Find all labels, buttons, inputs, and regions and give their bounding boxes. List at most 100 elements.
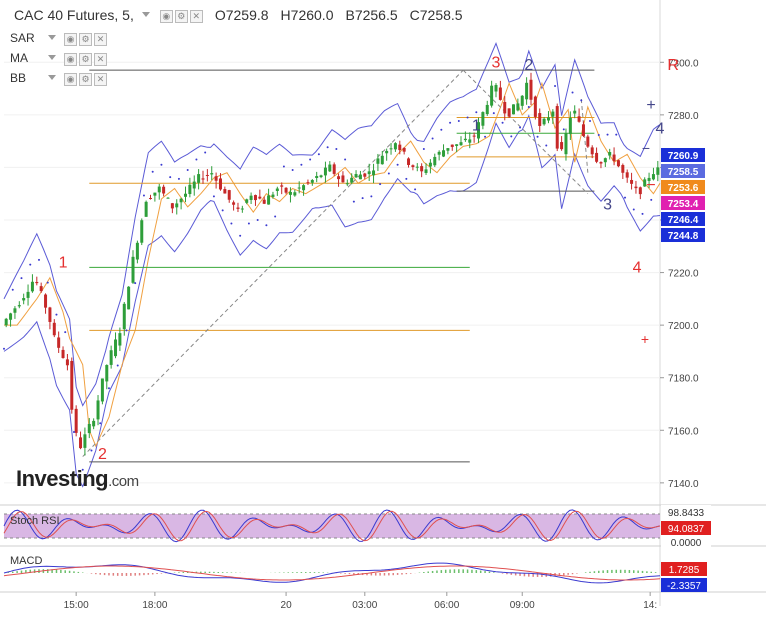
wave-label: 4 [633, 260, 642, 277]
price-label: -2.3357 [667, 581, 701, 592]
sar-dot [195, 158, 198, 161]
candle-body [551, 111, 555, 117]
candle-body [26, 291, 30, 298]
settings-icon[interactable]: ⚙ [79, 53, 92, 66]
candle-body [284, 187, 288, 193]
sar-dot [641, 212, 644, 215]
sar-dot [484, 135, 487, 138]
chevron-down-icon[interactable] [48, 75, 56, 80]
close-icon[interactable]: ✕ [94, 53, 107, 66]
candle-body [245, 199, 249, 203]
x-tick-label: 06:00 [434, 600, 459, 611]
candle-body [498, 87, 502, 100]
sar-dot [317, 153, 320, 156]
candle-body [372, 170, 376, 176]
y-tick-label: 7280.0 [668, 111, 699, 122]
candle-body [428, 162, 432, 167]
sar-dot [554, 84, 557, 87]
candle-body [22, 298, 26, 301]
sar-dot [527, 105, 530, 108]
candle-body [433, 156, 437, 166]
sar-dot [221, 209, 224, 212]
eye-icon[interactable]: ◉ [64, 53, 77, 66]
candle-body [485, 104, 489, 115]
candle-body [542, 118, 546, 125]
sar-dot [204, 151, 207, 154]
eye-icon[interactable]: ◉ [159, 10, 173, 23]
sar-dot [510, 135, 513, 138]
chevron-down-icon[interactable] [141, 12, 150, 17]
indicator-row-ma: MA ◉ ⚙ ✕ [0, 49, 107, 66]
close-icon[interactable]: ✕ [189, 10, 203, 23]
candle-body [450, 144, 454, 147]
candle-body [625, 172, 629, 178]
wave-label: 3 [603, 196, 612, 213]
sar-dot [72, 431, 75, 434]
sar-dot [46, 281, 49, 284]
candle-body [214, 176, 218, 181]
candle-body [608, 152, 612, 156]
price-label: 94.0837 [668, 524, 705, 535]
candle-body [157, 186, 161, 193]
eye-icon[interactable]: ◉ [64, 73, 77, 86]
x-tick-label: 09:00 [510, 600, 535, 611]
candle-body [79, 437, 83, 449]
sar-dot [247, 222, 250, 225]
sar-dot [20, 277, 23, 280]
candle-body [603, 158, 607, 163]
candle-body [573, 110, 577, 114]
candle-body [201, 178, 205, 180]
candle-body [61, 349, 65, 358]
sar-dot [64, 331, 67, 334]
wave-label: 1 [59, 254, 68, 271]
candle-body [385, 150, 389, 154]
candle-body [363, 173, 367, 177]
eye-icon[interactable]: ◉ [64, 33, 77, 46]
sar-dot [81, 468, 84, 471]
stoch-band [4, 514, 660, 538]
close-icon[interactable]: ✕ [94, 33, 107, 46]
candle-body [358, 174, 362, 180]
candle-body [341, 175, 345, 183]
close-icon[interactable]: ✕ [94, 73, 107, 86]
chevron-down-icon[interactable] [48, 55, 56, 60]
candle-body [520, 95, 524, 106]
sar-dot [414, 188, 417, 191]
sar-dot [396, 163, 399, 166]
price-label: 98.8433 [668, 508, 705, 519]
candle-body [472, 135, 476, 137]
candle-body [87, 423, 91, 434]
price-label-bg [661, 578, 707, 592]
sar-dot [291, 169, 294, 172]
indicator-label: BB [10, 70, 27, 85]
candle-body [232, 202, 236, 205]
candle-body [149, 197, 153, 199]
sar-dot [282, 165, 285, 168]
sar-dot [632, 208, 635, 211]
candle-body [538, 113, 542, 126]
sar-dot [545, 144, 548, 147]
sar-dot [466, 116, 469, 119]
candle-body [179, 198, 183, 203]
candle-body [590, 147, 594, 155]
candle-body [223, 189, 227, 194]
sar-dot [361, 197, 364, 200]
candle-body [393, 143, 397, 150]
macd-title: MACD [10, 555, 43, 567]
candle-body [345, 183, 349, 185]
chevron-down-icon[interactable] [48, 35, 56, 40]
candle-body [109, 350, 113, 365]
sar-dot [99, 422, 102, 425]
sar-dot [177, 177, 180, 180]
wave-label: 4 [656, 120, 665, 137]
candle-body [446, 148, 450, 151]
settings-icon[interactable]: ⚙ [174, 10, 188, 23]
settings-icon[interactable]: ⚙ [79, 33, 92, 46]
sar-dot [37, 258, 40, 261]
settings-icon[interactable]: ⚙ [79, 73, 92, 86]
candle-body [315, 176, 319, 178]
macd-line [3, 562, 661, 584]
candle-body [621, 165, 625, 173]
